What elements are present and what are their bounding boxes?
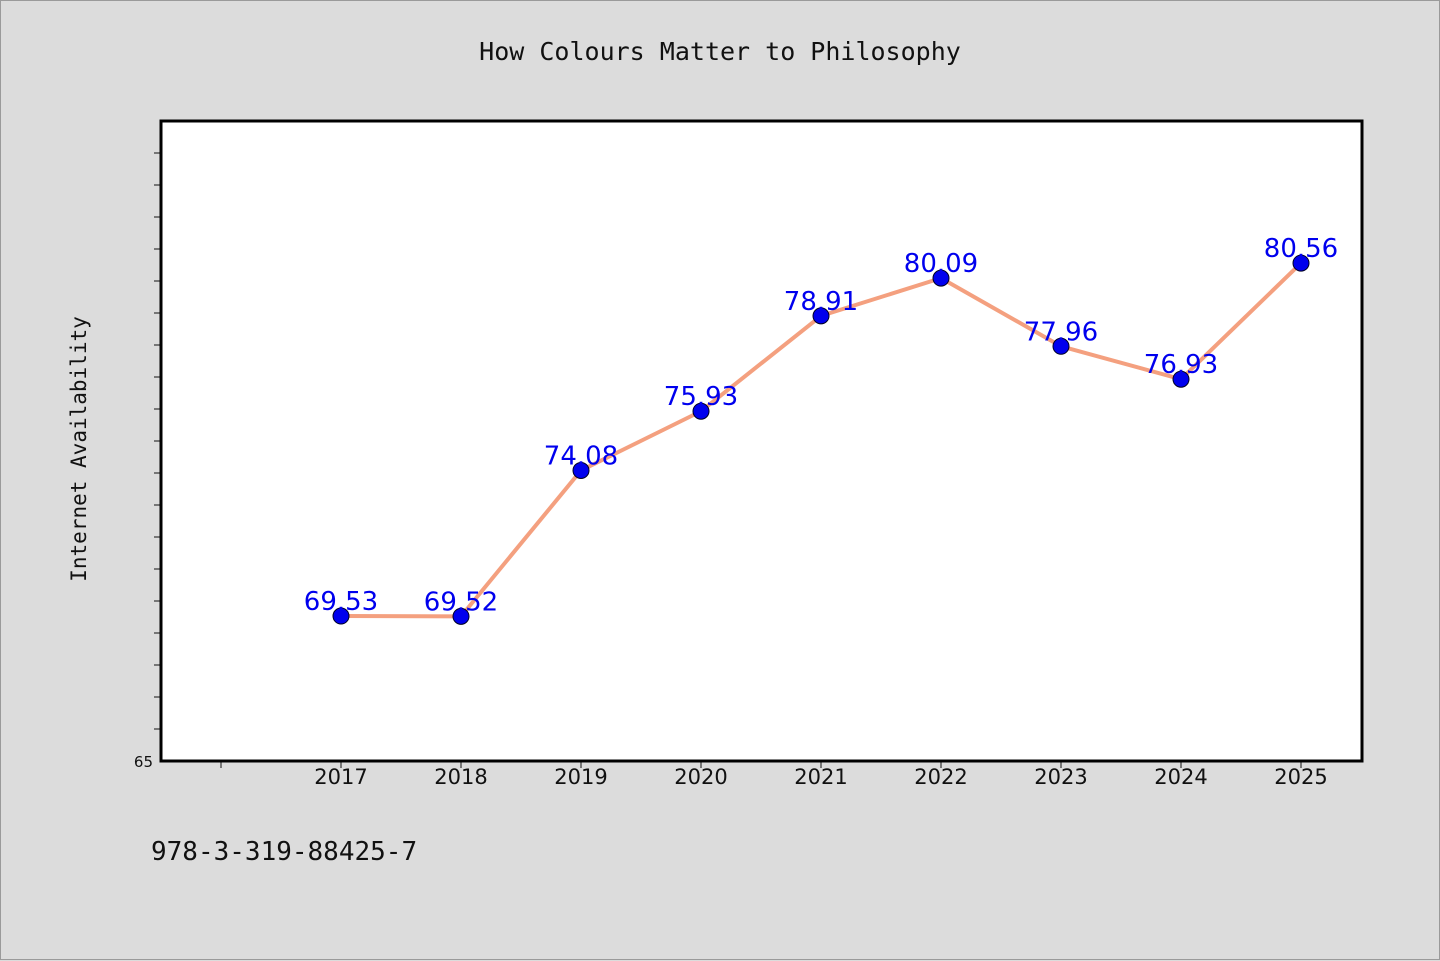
x-tick-label: 2018 <box>434 765 487 789</box>
x-tick-label: 2024 <box>1154 765 1207 789</box>
data-point <box>1292 254 1310 272</box>
data-label: 74.08 <box>544 441 618 471</box>
data-label: 75.93 <box>664 382 738 412</box>
data-point <box>1052 337 1070 355</box>
data-label: 69.52 <box>424 587 498 617</box>
data-point <box>452 607 470 625</box>
x-tick-label: 2021 <box>794 765 847 789</box>
x-tick-label: 2017 <box>314 765 367 789</box>
data-point <box>572 461 590 479</box>
plot-frame <box>159 119 1364 763</box>
data-point <box>692 402 710 420</box>
x-tick-label: 2023 <box>1034 765 1087 789</box>
data-label: 80.09 <box>904 249 978 279</box>
x-tick-label: 2019 <box>554 765 607 789</box>
data-point <box>932 269 950 287</box>
data-point <box>812 307 830 325</box>
x-tick-label: 2025 <box>1274 765 1327 789</box>
data-label: 80.56 <box>1264 234 1338 264</box>
data-point <box>332 607 350 625</box>
chart-title: How Colours Matter to Philosophy <box>479 37 961 66</box>
data-label: 69.53 <box>304 587 378 617</box>
y-tick-label: 65 <box>134 753 153 771</box>
data-point <box>1172 370 1190 388</box>
data-label: 77.96 <box>1024 317 1098 347</box>
isbn-footer: 978-3-319-88425-7 <box>151 837 418 867</box>
plot-area <box>161 121 1362 761</box>
x-tick-label: 2022 <box>914 765 967 789</box>
data-label: 78.91 <box>784 287 858 317</box>
data-label: 76.93 <box>1144 350 1218 380</box>
x-tick-label: 2020 <box>674 765 727 789</box>
